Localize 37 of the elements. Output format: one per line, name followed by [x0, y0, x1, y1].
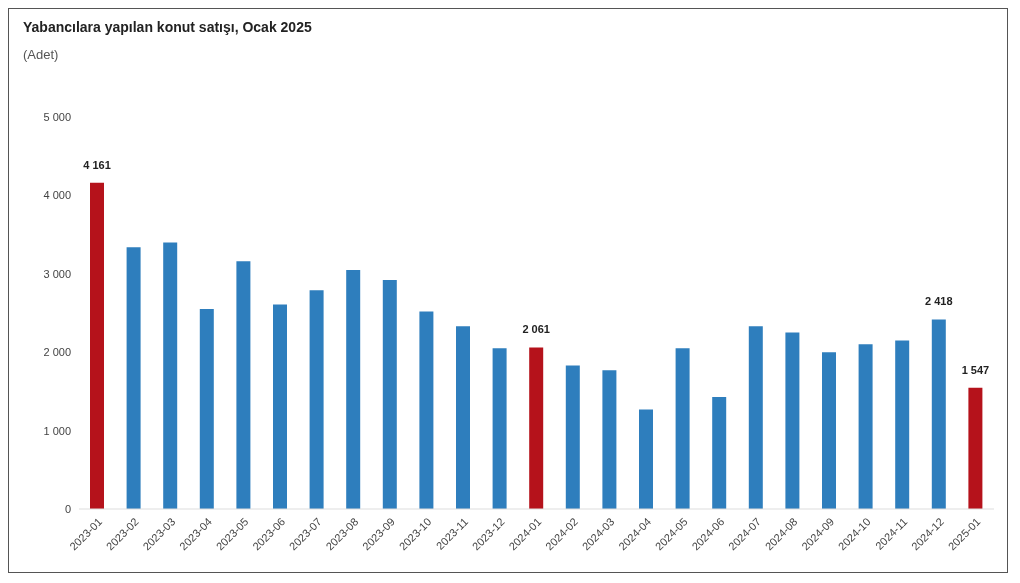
y-tick-label: 2 000 — [43, 346, 71, 359]
bar — [785, 332, 800, 509]
data-label: 4 161 — [83, 158, 111, 171]
bar — [565, 365, 580, 509]
bar — [675, 348, 690, 509]
data-label: 2 418 — [925, 295, 953, 308]
bar — [492, 348, 507, 509]
bar — [968, 387, 983, 509]
bar — [419, 311, 434, 509]
bar — [858, 344, 873, 509]
bar — [931, 319, 946, 509]
y-tick-label: 3 000 — [43, 267, 71, 280]
bar — [895, 340, 910, 509]
bar — [199, 309, 214, 509]
bar — [748, 326, 763, 509]
bar — [529, 347, 544, 509]
bar — [273, 304, 287, 509]
chart-subtitle: (Adet) — [23, 47, 59, 62]
bar — [346, 269, 361, 509]
bar — [639, 409, 653, 509]
y-tick-label: 1 000 — [43, 424, 71, 437]
bar — [712, 396, 727, 509]
bar — [309, 290, 324, 509]
bar — [456, 326, 470, 509]
y-tick-label: 0 — [64, 502, 71, 515]
bar — [236, 261, 251, 509]
chart-title: Yabancılara yapılan konut satışı, Ocak 2025 — [23, 19, 312, 35]
bar — [90, 182, 104, 509]
bar — [382, 280, 397, 509]
bar — [163, 242, 178, 509]
y-tick-label: 5 000 — [43, 110, 71, 123]
bar — [822, 352, 836, 509]
bar — [126, 247, 141, 509]
data-label: 2 061 — [522, 323, 550, 336]
y-tick-label: 4 000 — [43, 189, 71, 202]
data-label: 1 547 — [961, 363, 990, 376]
bar — [602, 370, 617, 509]
